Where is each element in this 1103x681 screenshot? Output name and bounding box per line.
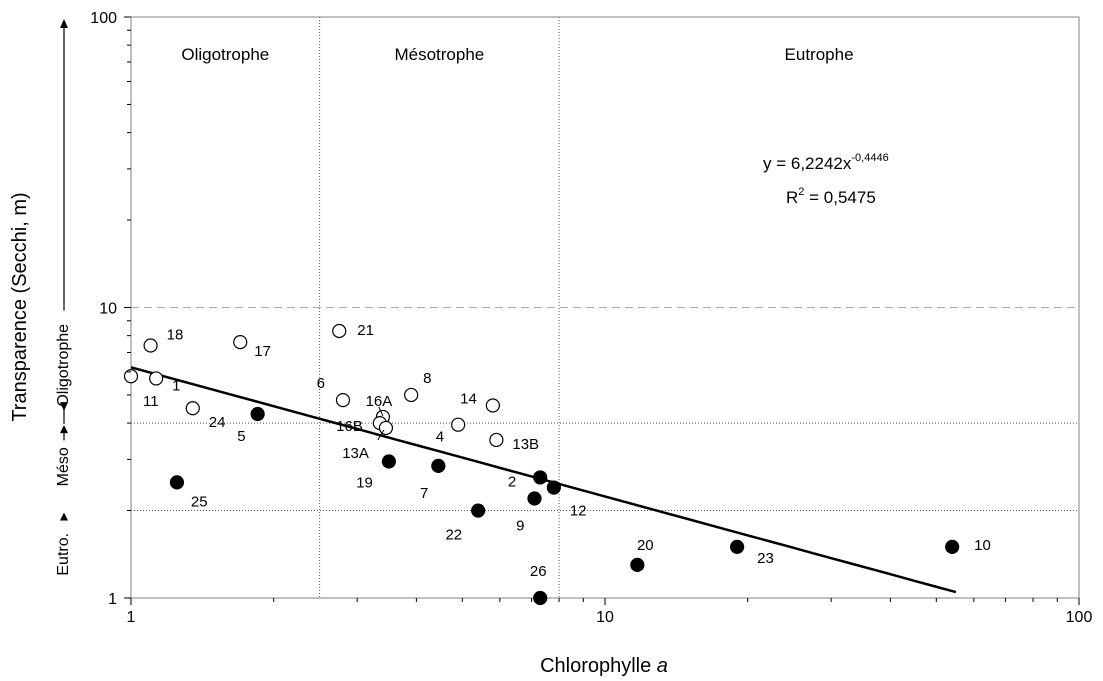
data-label-12: 12 bbox=[570, 503, 587, 520]
data-point-5 bbox=[250, 406, 265, 422]
data-label-25: 25 bbox=[191, 493, 208, 510]
data-point-9 bbox=[527, 491, 542, 506]
data-label-14: 14 bbox=[460, 390, 477, 407]
data-point-17 bbox=[233, 335, 248, 350]
data-point-24 bbox=[185, 401, 200, 416]
equation-label: y = 6,2242x-0,4446 bbox=[763, 152, 889, 173]
x-zone-label: Oligotrophe bbox=[181, 45, 269, 64]
equation-exponent: -0,4446 bbox=[851, 152, 888, 164]
x-tick-label: 1 bbox=[127, 609, 136, 626]
data-label-21: 21 bbox=[357, 322, 374, 339]
data-label-17: 17 bbox=[254, 343, 271, 360]
arrow-down-icon bbox=[60, 402, 68, 412]
data-point-6 bbox=[335, 392, 351, 408]
r-squared-sup: 2 bbox=[798, 186, 804, 198]
data-label-5: 5 bbox=[237, 428, 245, 445]
zone-grid bbox=[131, 17, 1079, 598]
data-point-2 bbox=[533, 470, 548, 485]
leader-line bbox=[377, 429, 385, 441]
data-point-13B bbox=[489, 432, 504, 448]
data-point-7 bbox=[431, 458, 446, 473]
data-point-21 bbox=[332, 323, 347, 339]
y-tick-label: 10 bbox=[99, 301, 117, 318]
y-tick-label: 100 bbox=[90, 10, 117, 27]
x-tick-label: 10 bbox=[596, 609, 614, 626]
y-tick-label: 1 bbox=[108, 591, 117, 608]
data-label-2: 2 bbox=[508, 473, 516, 490]
axis-ticks: 1 10 100 1 10 100 bbox=[90, 10, 1092, 626]
data-point-1 bbox=[149, 371, 164, 386]
data-label-9: 9 bbox=[516, 517, 524, 534]
data-point-11 bbox=[123, 369, 139, 384]
x-zone-label: Mésotrophe bbox=[394, 45, 484, 64]
data-label-16A: 16A bbox=[366, 393, 393, 410]
data-point-18 bbox=[143, 338, 158, 353]
data-label-13A: 13A bbox=[342, 445, 369, 462]
data-label-6: 6 bbox=[317, 375, 325, 392]
data-point-26 bbox=[533, 590, 548, 606]
r-squared-label: R2 = 0,5475 bbox=[786, 186, 876, 207]
data-label-7: 7 bbox=[420, 485, 428, 502]
data-label-16B: 16B bbox=[336, 418, 363, 435]
data-point-12 bbox=[546, 480, 561, 495]
data-label-8: 8 bbox=[423, 370, 431, 387]
y-zone-label: Méso bbox=[55, 447, 72, 486]
data-point-14 bbox=[485, 398, 500, 413]
x-zone-label: Eutrophe bbox=[785, 45, 854, 64]
data-label-10: 10 bbox=[974, 537, 991, 554]
x-axis-label-italic: a bbox=[657, 655, 668, 677]
data-label-26: 26 bbox=[530, 563, 547, 580]
data-label-13B: 13B bbox=[512, 436, 539, 453]
data-label-19: 19 bbox=[356, 474, 373, 491]
data-label-4: 4 bbox=[436, 429, 444, 446]
data-point-22 bbox=[471, 503, 486, 518]
data-points: 18111172421616A16B13A841413B525197291222… bbox=[123, 322, 991, 606]
y-axis-label: Transparence (Secchi, m) bbox=[9, 192, 31, 421]
x-axis-label: Chlorophylle a bbox=[540, 655, 668, 677]
y-zone-label: Oligotrophe bbox=[55, 324, 72, 407]
data-label-18: 18 bbox=[167, 326, 184, 343]
y-zone-label: Eutro. bbox=[55, 533, 72, 576]
data-point-13A bbox=[378, 420, 394, 436]
arrow-up-icon bbox=[60, 512, 68, 521]
data-label-23: 23 bbox=[757, 550, 774, 567]
equation-text: y = 6,2242x bbox=[763, 154, 852, 173]
data-label-11: 11 bbox=[143, 393, 159, 410]
y-zone-labels: Oligotrophe Méso Eutro. bbox=[55, 19, 72, 576]
data-point-4 bbox=[451, 417, 466, 432]
data-point-20 bbox=[630, 557, 645, 572]
r-squared-value: = 0,5475 bbox=[804, 188, 875, 207]
data-point-19 bbox=[381, 454, 396, 469]
data-label-1: 1 bbox=[172, 377, 180, 394]
data-point-8 bbox=[404, 387, 419, 403]
x-tick-label: 100 bbox=[1066, 609, 1093, 626]
x-axis-label-text: Chlorophylle bbox=[540, 655, 657, 677]
r-squared-symbol: R bbox=[786, 188, 798, 207]
arrow-up-icon bbox=[60, 19, 68, 28]
data-point-25 bbox=[169, 475, 185, 490]
arrow-up-icon bbox=[60, 425, 68, 434]
x-zone-labels: Oligotrophe Mésotrophe Eutrophe bbox=[181, 45, 853, 64]
data-label-20: 20 bbox=[637, 537, 654, 554]
data-label-24: 24 bbox=[209, 414, 226, 431]
leader-line bbox=[378, 406, 384, 417]
data-point-10 bbox=[945, 539, 960, 554]
data-label-22: 22 bbox=[445, 527, 462, 544]
data-point-23 bbox=[730, 539, 745, 554]
